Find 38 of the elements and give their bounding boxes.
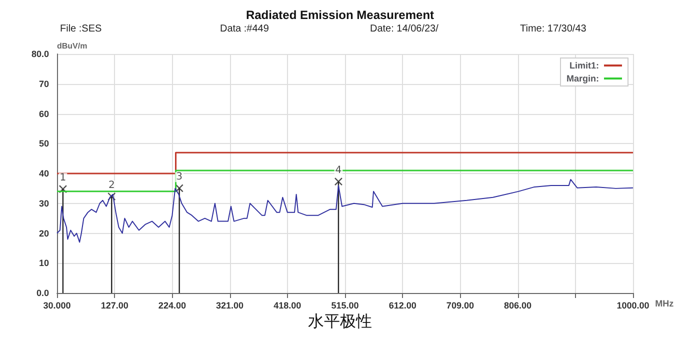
chart-title: Radiated Emission Measurement (246, 8, 434, 22)
y-axis-title: dBuV/m (57, 42, 88, 50)
line-series (56, 178, 634, 243)
point (58, 184, 68, 194)
y-tick-label: 10 (38, 258, 49, 268)
y-tick-label: 80.0 (31, 49, 49, 59)
y-tick-label: 20 (38, 228, 49, 238)
x-tick-label: 224.00 (158, 300, 186, 310)
x-tick-label: 612.00 (388, 300, 416, 310)
point (108, 192, 116, 201)
y-tick-label: 60 (38, 108, 49, 119)
x-tick-label: 709.00 (446, 300, 474, 310)
point (334, 177, 343, 186)
x-tick-label: 30.000 (43, 300, 71, 310)
text: Time: 17/30/43 (520, 24, 587, 34)
y-tick-label: 50 (38, 138, 49, 149)
annotation: 1 (60, 172, 66, 184)
x-tick-label: 321.00 (216, 300, 244, 310)
annotation: 4 (335, 165, 342, 176)
text: Data :#449 (220, 24, 270, 34)
text: File :SES (60, 24, 102, 34)
text: Date: 14/06/23/ (370, 24, 439, 34)
x-tick-label: 418.00 (274, 300, 302, 310)
annotation: 3 (176, 172, 183, 183)
y-tick-label: 0.0 (36, 288, 49, 298)
x-tick-label: 127.00 (100, 300, 128, 310)
x-axis-title: MHz (655, 298, 674, 308)
x-tick-label: 806.00 (504, 300, 532, 310)
point (175, 184, 184, 192)
y-tick-label: 40 (38, 168, 49, 178)
x-tick-label: 1000.00 (616, 300, 650, 310)
y-tick-label: 30 (38, 198, 49, 208)
text: 水平极性 (308, 312, 372, 330)
annotation: 2 (108, 180, 115, 192)
x-tick-label: 515.00 (331, 300, 359, 310)
legend-label: Limit1: (569, 60, 599, 70)
y-tick-label: 70 (38, 78, 49, 89)
legend-label: Margin: (566, 74, 599, 84)
